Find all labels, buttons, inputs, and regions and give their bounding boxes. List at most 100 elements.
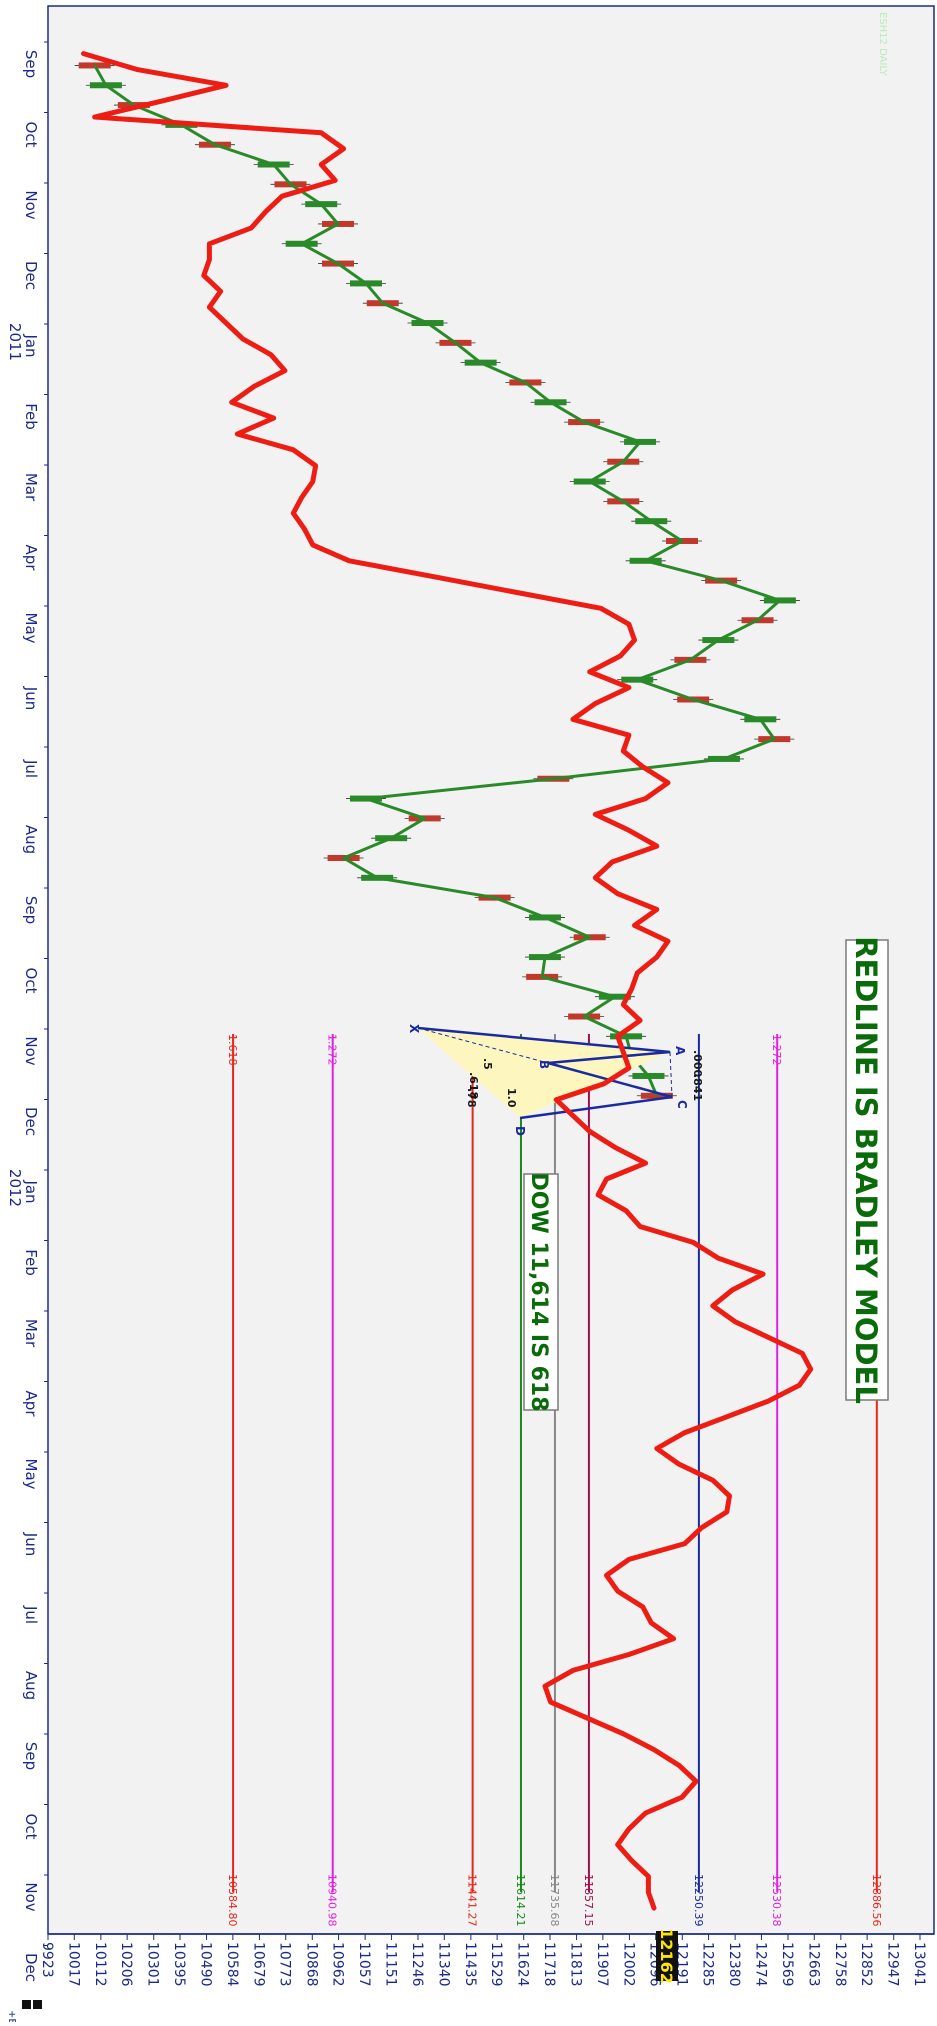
month-label: Jul xyxy=(22,1605,40,1624)
symbol-label: +ES xyxy=(6,2010,17,2022)
level-value-label: 11441.27 xyxy=(466,1874,479,1927)
price-tick-label: 10112 xyxy=(92,1942,108,1987)
pattern-label: .841 xyxy=(691,1074,704,1101)
price-tick-label: 10395 xyxy=(171,1942,187,1987)
annotation-dow-text: DOW 11,614 IS 618 xyxy=(526,1172,551,1411)
month-label: Jan xyxy=(22,1179,40,1203)
level-ratio-label: 1.618 xyxy=(226,1034,239,1066)
month-label: Sep xyxy=(22,50,40,78)
price-tick-label: 13041 xyxy=(911,1942,927,1987)
month-label: Dec xyxy=(22,261,40,290)
level-value-label: 12530.38 xyxy=(770,1874,783,1927)
annotation-dow: DOW 11,614 IS 618 xyxy=(523,1172,559,1412)
month-label: May xyxy=(22,1458,40,1489)
level-ratio-label: 1.272 xyxy=(326,1034,339,1066)
current-price-box xyxy=(656,1931,678,1981)
year-label: 2011 xyxy=(6,323,24,361)
price-tick-label: 12380 xyxy=(726,1942,742,1987)
current-price-label: 12162 xyxy=(657,1928,676,1984)
price-tick-label: 11435 xyxy=(462,1942,478,1987)
price-tick-label: 12758 xyxy=(832,1942,848,1987)
price-tick-label: 9923 xyxy=(39,1942,55,1978)
month-label: Oct xyxy=(22,968,40,994)
pattern-label: .618 xyxy=(467,1072,480,1099)
price-tick-label: 12663 xyxy=(805,1942,821,1987)
current-price-marker: 12162 xyxy=(656,1928,678,1984)
price-axis: 9923 10017 10112 10206 10301 10395 10490 10584 1… xyxy=(39,1933,934,1987)
pattern-label: D xyxy=(513,1126,527,1136)
pattern-label: C xyxy=(675,1100,689,1109)
month-label: Apr xyxy=(22,1391,40,1418)
month-label: Mar xyxy=(22,1319,40,1348)
month-label: Oct xyxy=(22,122,40,148)
pattern-label: B xyxy=(537,1060,551,1069)
price-tick-label: 10962 xyxy=(330,1942,346,1987)
month-label: Feb xyxy=(22,1249,40,1276)
harmonic-pattern: X A B C D .000.841 .618.5 .78 1.0 xyxy=(407,1024,704,1136)
price-tick-label: 12947 xyxy=(885,1942,901,1987)
price-tick-label: 11907 xyxy=(594,1942,610,1987)
pattern-ac xyxy=(669,1051,673,1098)
price-tick-label: 12002 xyxy=(620,1942,636,1987)
price-tick-label: 11718 xyxy=(541,1942,557,1987)
symbol-swatch xyxy=(22,2000,31,2009)
annotation-bradley-box xyxy=(845,939,889,1401)
month-label: Sep xyxy=(22,896,40,924)
bradley-line xyxy=(81,51,814,1911)
month-label: Jan xyxy=(22,333,40,357)
pattern-label: .000 xyxy=(691,1050,704,1077)
price-tick-label: 10301 xyxy=(145,1942,161,1987)
month-label: Feb xyxy=(22,403,40,430)
price-tick-label: 10679 xyxy=(250,1942,266,1987)
price-tick-label: 11057 xyxy=(356,1942,372,1987)
month-label: Jun xyxy=(22,1532,40,1556)
price-tick-label: 11340 xyxy=(435,1942,451,1987)
month-label: Oct xyxy=(22,1814,40,1840)
labels-layer: 10584.80 1.618 10940.98 1.272 11441.27 11614.… xyxy=(226,1034,883,1927)
level-value-label: 12886.56 xyxy=(870,1874,883,1927)
price-line xyxy=(93,64,782,1097)
pattern-label: X xyxy=(407,1024,421,1034)
price-tick-label: 10206 xyxy=(118,1942,134,1987)
price-tick-label: 10490 xyxy=(198,1942,214,1987)
price-tick-label: 11246 xyxy=(409,1942,425,1987)
price-tick-label: 11624 xyxy=(515,1942,531,1987)
price-tick-label: 11529 xyxy=(488,1942,504,1987)
pattern-label: .78 xyxy=(465,1088,478,1108)
level-value-label: 10940.98 xyxy=(326,1874,339,1927)
month-label: Aug xyxy=(22,1671,40,1700)
level-value-label: 10584.80 xyxy=(226,1874,239,1927)
price-tick-label: 12852 xyxy=(858,1942,874,1987)
level-value-label: 11735.68 xyxy=(548,1874,561,1927)
year-label: 2012 xyxy=(6,1169,24,1207)
price-tick-label: 10773 xyxy=(277,1942,293,1987)
price-tick-label: 12569 xyxy=(779,1942,795,1987)
level-lines xyxy=(232,1034,878,1892)
pattern-label: .5 xyxy=(481,1058,494,1070)
month-label: Nov xyxy=(22,1036,40,1065)
price-tick-label: 11813 xyxy=(568,1942,584,1987)
level-ratio-label: 1.272 xyxy=(770,1034,783,1066)
price-tick-label: 10017 xyxy=(65,1942,81,1987)
symbol-swatch-2 xyxy=(33,2000,42,2009)
month-label: Nov xyxy=(22,1882,40,1911)
price-tick-label: 10584 xyxy=(224,1942,240,1987)
annotation-bradley-text: REDLINE IS BRADLEY MODEL xyxy=(849,936,883,1404)
price-tick-label: 12474 xyxy=(752,1942,768,1987)
price-tick-label: 10868 xyxy=(303,1942,319,1987)
price-tick-label: 12285 xyxy=(700,1942,716,1987)
month-label: Aug xyxy=(22,825,40,854)
annotation-bradley: REDLINE IS BRADLEY MODEL xyxy=(845,936,889,1404)
month-label: Sep xyxy=(22,1742,40,1770)
annotation-dow-box xyxy=(523,1173,559,1411)
corner-label: ESH12 DAILY xyxy=(877,12,888,77)
month-label: Jul xyxy=(22,759,40,778)
pattern-label: A xyxy=(673,1046,687,1056)
pattern-fill xyxy=(418,1028,670,1118)
level-value-label: 11614.21 xyxy=(514,1874,527,1927)
month-label: Dec xyxy=(22,1107,40,1136)
month-label: May xyxy=(22,612,40,643)
bradley-series xyxy=(81,51,814,1911)
